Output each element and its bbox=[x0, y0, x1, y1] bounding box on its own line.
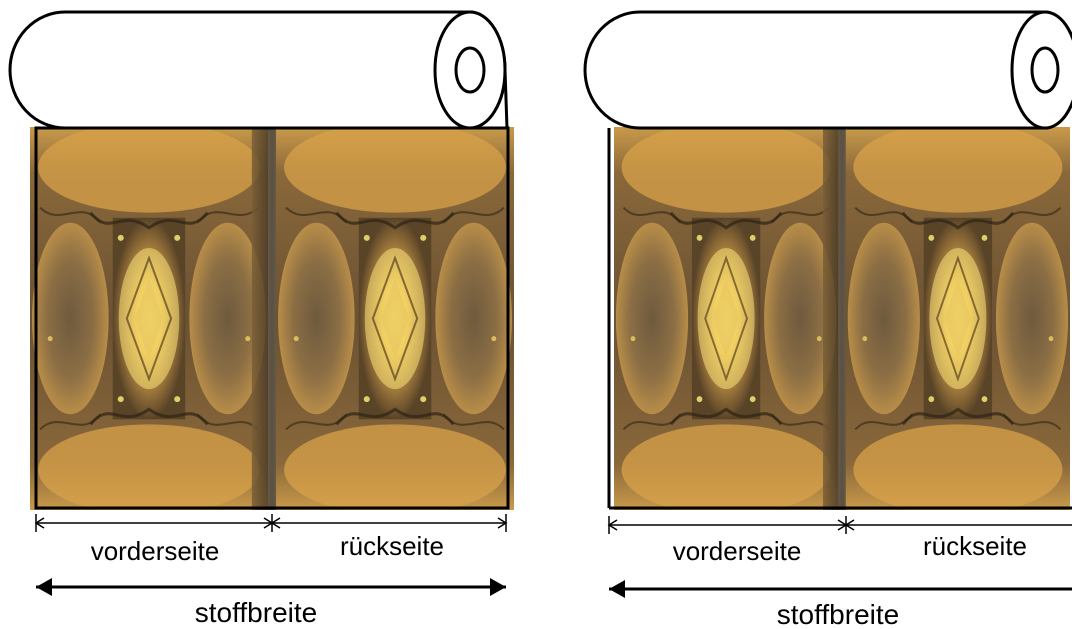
side-dimension-arrows bbox=[34, 514, 508, 532]
side-dimension-arrows bbox=[607, 516, 1072, 534]
fabric-width-label: stoffbreite bbox=[777, 599, 899, 629]
panel-right: vorderseite rückseite stoffbreite bbox=[583, 10, 1072, 629]
fabric-roll bbox=[583, 10, 1072, 130]
fabric-width-arrow bbox=[36, 578, 506, 596]
back-side-label: rückseite bbox=[340, 531, 444, 561]
panel-left: vorderseite rückseite stoffbreite bbox=[8, 10, 514, 628]
fabric-roll bbox=[8, 10, 509, 130]
front-side-label: vorderseite bbox=[673, 536, 802, 566]
fabric-sheet bbox=[30, 126, 514, 515]
front-side-label: vorderseite bbox=[91, 536, 220, 566]
fabric-width-arrow bbox=[609, 580, 1072, 598]
back-side-label: rückseite bbox=[923, 531, 1027, 561]
fabric-sheet bbox=[607, 122, 1072, 515]
fabric-width-label: stoffbreite bbox=[195, 597, 317, 628]
